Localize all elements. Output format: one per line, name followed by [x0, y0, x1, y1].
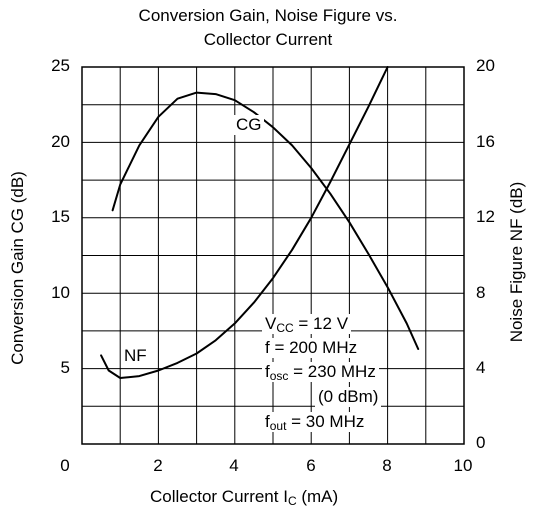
y-left-tick-10: 10 [51, 283, 70, 302]
y-right-tick-8: 8 [476, 283, 486, 302]
plot-frame [81, 66, 465, 445]
condition-fosc: fosc = 230 MHz [262, 362, 379, 382]
y-axis-right-label: Noise Figure NF (dB) [507, 181, 526, 343]
condition-vcc: VCC = 12 V [262, 314, 352, 334]
y-left-tick-5: 5 [60, 358, 70, 377]
x-tick-4: 4 [229, 456, 239, 475]
y-right-tick-20: 20 [476, 56, 495, 75]
y-left-tick-15: 15 [51, 207, 70, 226]
x-axis-label: Collector Current IC (mA) [150, 487, 339, 508]
y-right-tick-16: 16 [476, 132, 495, 151]
y-left-tick-20: 20 [51, 132, 70, 151]
chart-title-line1: Conversion Gain, Noise Figure vs. [138, 6, 398, 25]
x-tick-10: 10 [453, 456, 473, 475]
condition-f: f = 200 MHz [262, 338, 361, 358]
series-label-nf: NF [122, 346, 149, 366]
y-right-tick-4: 4 [476, 358, 486, 377]
chart-title-line2: Collector Current [203, 30, 333, 49]
condition-fout: fout = 30 MHz [262, 412, 368, 432]
series-line-nf [100, 66, 389, 379]
x-tick-2: 2 [153, 456, 163, 475]
condition-fosc-level: (0 dBm) [315, 387, 382, 407]
y-right-tick-12: 12 [476, 207, 495, 226]
y-left-tick-25: 25 [51, 56, 70, 75]
y-right-tick-0: 0 [476, 433, 486, 452]
x-tick-8: 8 [382, 456, 392, 475]
y-axis-left-label: Conversion Gain CG (dB) [8, 171, 27, 365]
x-tick-6: 6 [306, 456, 316, 475]
series-label-cg: CG [234, 115, 264, 135]
x-tick-0: 0 [60, 456, 70, 475]
